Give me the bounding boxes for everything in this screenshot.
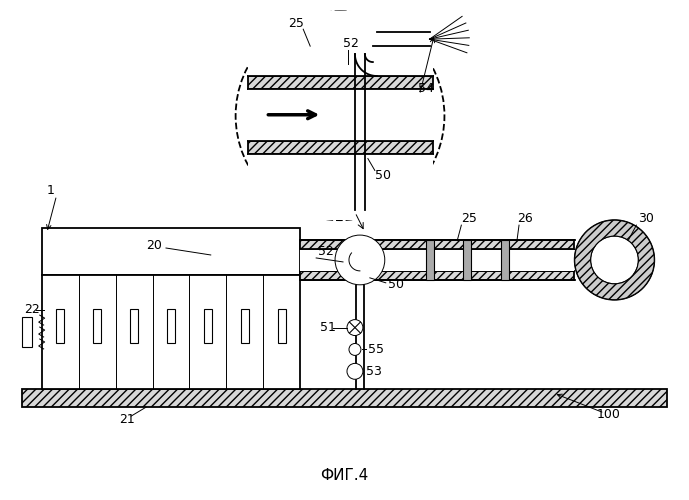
Bar <box>278 309 286 344</box>
Text: 100: 100 <box>597 408 621 420</box>
Text: 30: 30 <box>638 212 655 224</box>
Bar <box>247 89 433 141</box>
Circle shape <box>575 220 655 300</box>
Text: 21: 21 <box>119 412 135 426</box>
Bar <box>463 240 471 280</box>
Text: 54: 54 <box>418 82 433 96</box>
Text: 20: 20 <box>146 238 162 252</box>
Bar <box>22 389 667 407</box>
Bar <box>247 140 433 153</box>
Text: 50: 50 <box>375 169 391 182</box>
Text: 50: 50 <box>388 278 404 291</box>
Text: 22: 22 <box>24 303 39 316</box>
Bar <box>300 271 574 280</box>
Bar <box>93 309 101 344</box>
Text: 52: 52 <box>318 246 334 258</box>
Text: 52: 52 <box>343 36 359 50</box>
Text: ФИГ.4: ФИГ.4 <box>320 468 369 483</box>
Circle shape <box>347 320 363 336</box>
Text: 55: 55 <box>368 343 384 356</box>
Circle shape <box>349 344 361 355</box>
Bar <box>300 249 574 271</box>
Circle shape <box>335 235 384 285</box>
Circle shape <box>590 236 638 284</box>
Bar <box>247 76 433 89</box>
Text: 1: 1 <box>47 184 54 197</box>
Bar <box>42 228 300 275</box>
Bar <box>42 275 300 389</box>
Circle shape <box>347 364 363 380</box>
Bar <box>426 240 433 280</box>
Wedge shape <box>575 220 655 300</box>
Text: 25: 25 <box>462 212 477 224</box>
Text: 51: 51 <box>320 321 336 334</box>
Text: 53: 53 <box>366 365 382 378</box>
Bar <box>22 317 32 347</box>
Bar <box>130 309 138 344</box>
Bar <box>56 309 64 344</box>
Bar <box>247 154 433 220</box>
Circle shape <box>236 12 444 220</box>
Text: 25: 25 <box>288 17 304 30</box>
Bar <box>300 240 574 249</box>
Bar <box>501 240 509 280</box>
Bar <box>204 309 212 344</box>
Text: 26: 26 <box>517 212 533 224</box>
Bar <box>240 309 249 344</box>
Bar <box>167 309 175 344</box>
Bar <box>247 12 433 76</box>
